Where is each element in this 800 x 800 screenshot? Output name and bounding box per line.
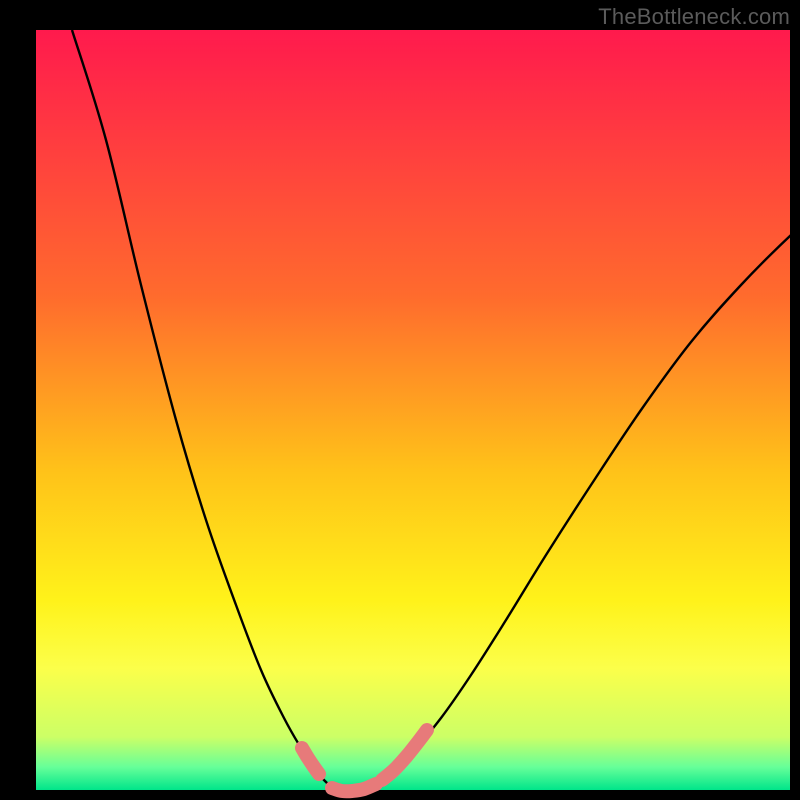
bottleneck-curve xyxy=(72,30,800,790)
watermark-text: TheBottleneck.com xyxy=(598,4,790,30)
highlight-stroke-0 xyxy=(302,748,319,774)
highlight-stroke-1 xyxy=(332,784,376,791)
chart-frame: TheBottleneck.com xyxy=(0,0,800,800)
highlight-stroke-2 xyxy=(382,730,427,780)
curve-layer xyxy=(0,0,800,800)
